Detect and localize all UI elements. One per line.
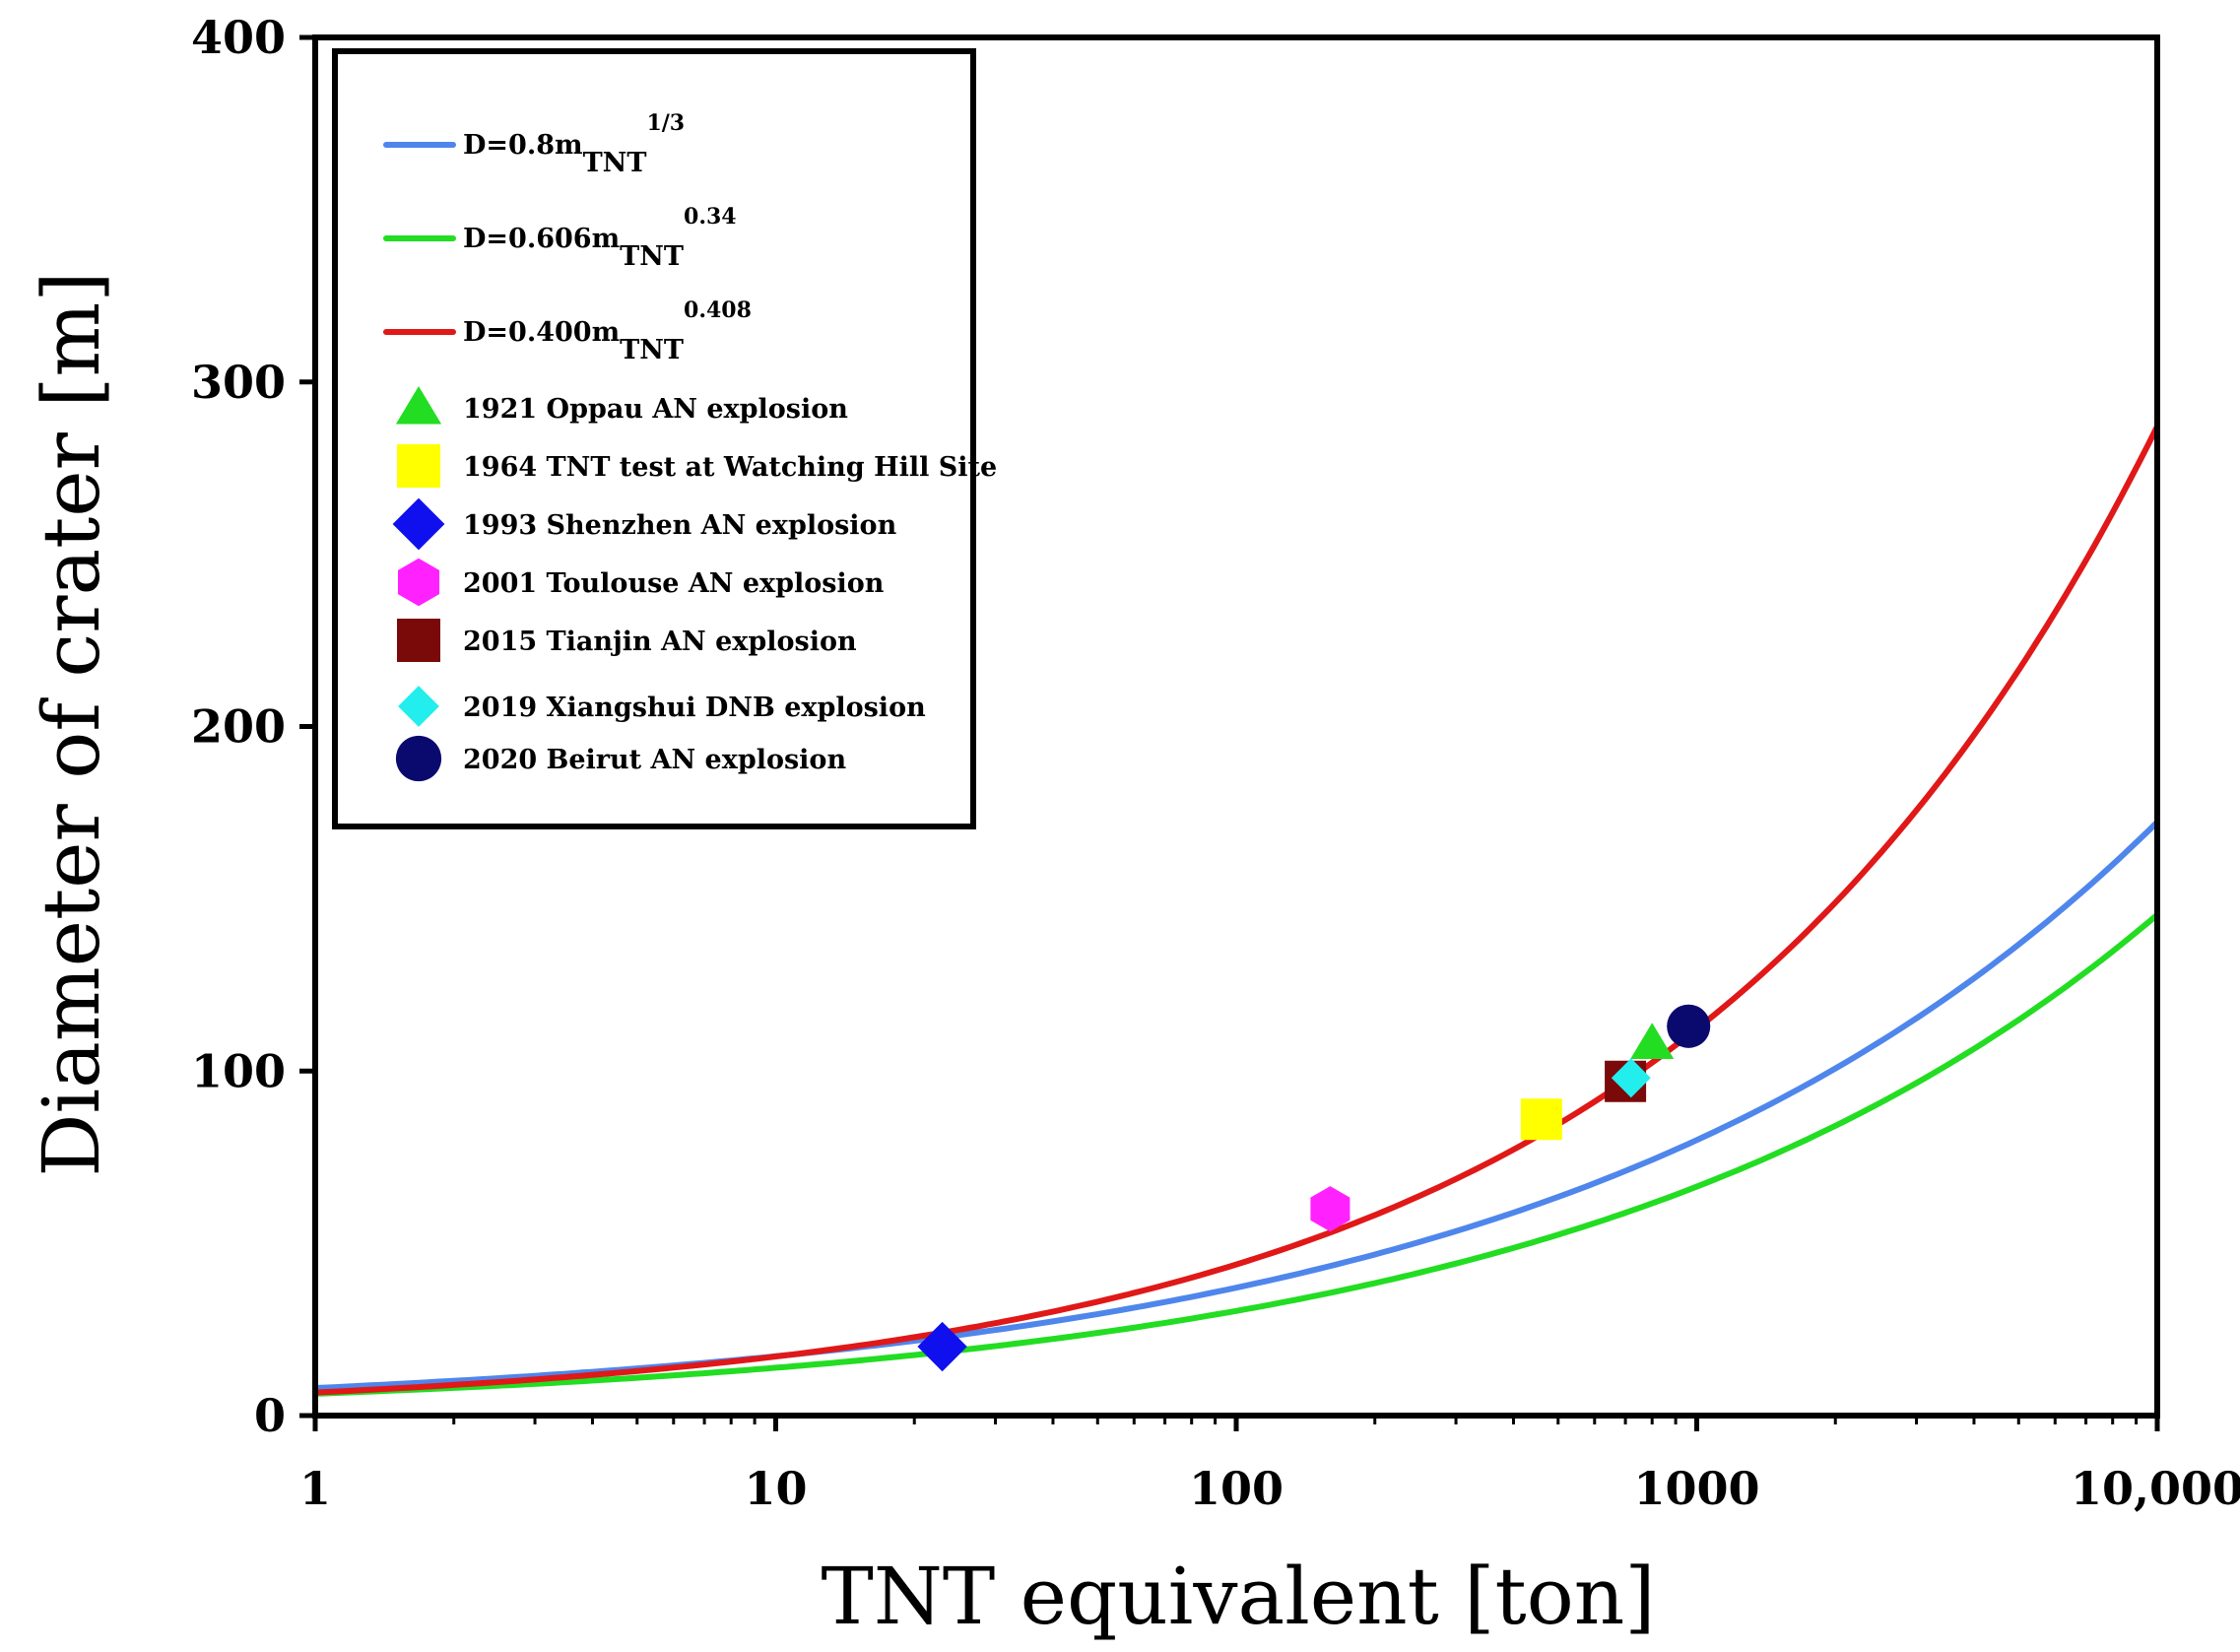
y-tick-label-0: 0 (254, 1389, 286, 1442)
x-tick-label-4: 10,000 (2071, 1462, 2240, 1515)
legend-label-6: 1993 Shenzhen AN explosion (463, 510, 897, 541)
legend-marker-5 (397, 619, 440, 662)
legend-marker-6 (398, 686, 439, 727)
y-tick-label-1: 100 (191, 1044, 286, 1097)
y-tick-label-3: 300 (191, 356, 286, 409)
axis-ticks: 1 10 100 1000 10,000 0 100 200 300 400 (191, 11, 2240, 1515)
data-point-1 (1630, 1023, 1675, 1060)
y-axis-title: Diameter of crater [m] (26, 271, 117, 1176)
data-point-6 (1611, 1058, 1651, 1098)
legend-label-4: 1921 Oppau AN explosion (463, 394, 848, 425)
x-tick-label-2: 100 (1189, 1462, 1284, 1515)
legend-label-7: 2001 Toulouse AN explosion (463, 568, 885, 599)
data-point-4 (1310, 1186, 1351, 1232)
legend-label-8: 2015 Tianjin AN explosion (463, 627, 857, 657)
legend: D=0.8mTNT1/3 D=0.606mTNT0.34 D=0.400mTNT0.… (332, 48, 997, 829)
legend-label-9: 2019 Xiangshui DNB explosion (463, 693, 926, 723)
legend-label-1: D=0.8mTNT1/3 (463, 110, 685, 178)
data-point-7 (1667, 1004, 1711, 1048)
legend-marker-1 (395, 386, 442, 425)
legend-marker-2 (397, 444, 440, 488)
y-tick-label-4: 400 (191, 11, 286, 64)
x-axis-title: TNT equivalent [ton] (822, 1551, 1656, 1642)
legend-box (332, 48, 976, 829)
curve-3 (312, 423, 2160, 1396)
curve-2 (312, 911, 2160, 1397)
curves-layer (312, 423, 2160, 1397)
legend-label-10: 2020 Beirut AN explosion (463, 745, 846, 775)
data-point-2 (1520, 1098, 1562, 1141)
x-tick-label-0: 1 (299, 1462, 331, 1515)
x-tick-label-1: 10 (744, 1462, 807, 1515)
data-point-3 (917, 1321, 967, 1372)
y-tick-label-2: 200 (191, 700, 286, 754)
legend-label-2: D=0.606mTNT0.34 (463, 204, 737, 272)
legend-marker-7 (395, 735, 442, 782)
x-tick-label-3: 1000 (1633, 1462, 1759, 1515)
legend-marker-4 (398, 558, 439, 607)
legend-label-3: D=0.400mTNT0.408 (463, 297, 752, 365)
points-layer (917, 1004, 1711, 1372)
legend-label-5: 1964 TNT test at Watching Hill Site (463, 452, 997, 483)
legend-marker-3 (392, 497, 445, 551)
